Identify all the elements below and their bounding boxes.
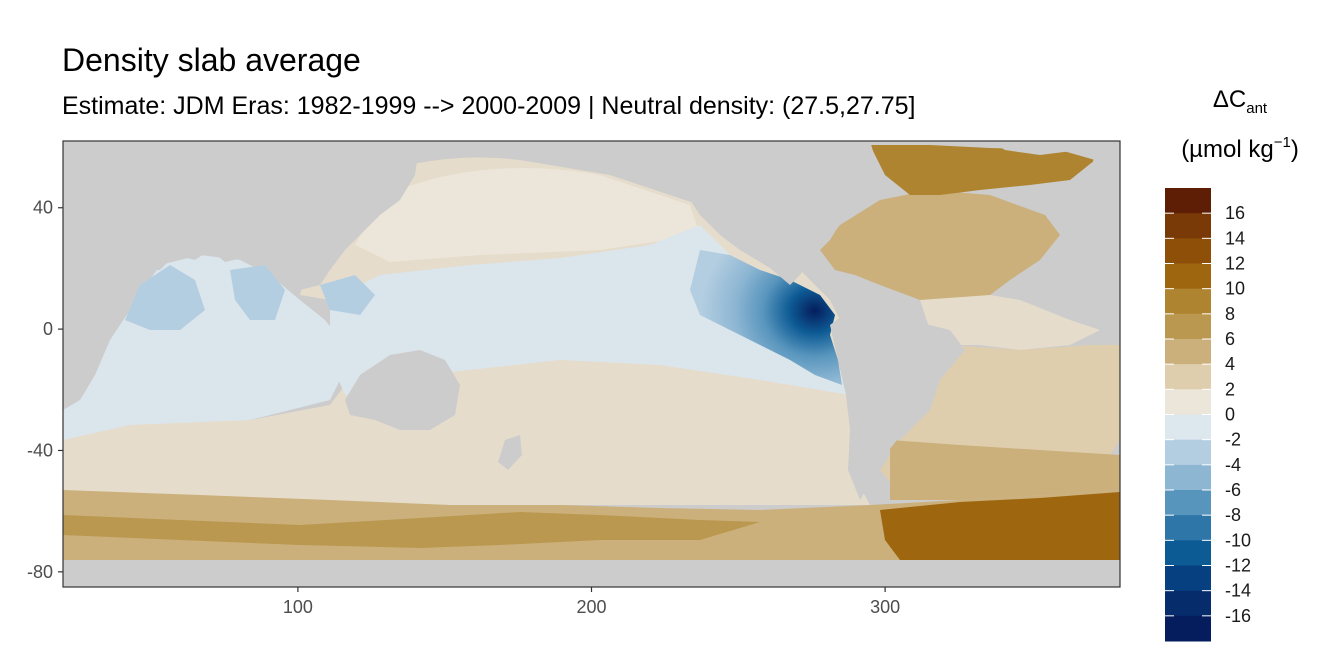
- legend-swatch: [1165, 615, 1211, 642]
- legend-swatch: [1165, 490, 1211, 516]
- legend-swatch: [1165, 464, 1211, 491]
- land-south-america: [830, 305, 965, 500]
- legend-title-variable: ΔCant: [1150, 86, 1330, 117]
- legend-label: -12: [1225, 556, 1251, 576]
- region-bay-of-bengal: [230, 265, 285, 320]
- legend-label: -10: [1225, 530, 1251, 550]
- legend-colorbar: [1165, 188, 1211, 642]
- land-north-america: [620, 141, 880, 285]
- legend-label: -2: [1225, 430, 1241, 450]
- legend-label: -4: [1225, 455, 1241, 475]
- y-tick-label: -40: [27, 440, 53, 460]
- y-tick-label: 40: [33, 198, 53, 218]
- land-asia: [63, 141, 420, 290]
- legend-label: -16: [1225, 606, 1251, 626]
- region-southern-ocean-band: [63, 512, 760, 548]
- y-tick-label: -80: [27, 562, 53, 582]
- legend-label: 4: [1225, 354, 1235, 374]
- legend-swatch: [1165, 213, 1211, 239]
- land-australia: [345, 350, 460, 430]
- x-tick-label: 100: [283, 597, 313, 617]
- legend-label: 12: [1225, 254, 1245, 274]
- region-tropical-atlantic: [920, 295, 1100, 350]
- region-north-atlantic: [820, 190, 1060, 300]
- legend-swatch: [1165, 263, 1211, 290]
- land-greenland: [990, 141, 1090, 155]
- legend-unit-text: (µmol kg: [1181, 136, 1274, 163]
- legend-swatch: [1165, 565, 1211, 592]
- legend-swatch: [1165, 540, 1211, 566]
- legend-unit-close: ): [1290, 136, 1299, 163]
- legend-swatch: [1165, 515, 1211, 541]
- region-labrador-nordic: [870, 145, 1095, 195]
- legend-label: 2: [1225, 379, 1235, 399]
- legend-label: 6: [1225, 329, 1235, 349]
- legend-label: 8: [1225, 304, 1235, 324]
- land-europe: [1040, 141, 1120, 330]
- region-south-atlantic-mid: [890, 440, 1120, 500]
- legend-label: 0: [1225, 405, 1235, 425]
- legend-label: 14: [1225, 228, 1245, 248]
- legend-swatch: [1165, 288, 1211, 315]
- chart-title: Density slab average: [62, 42, 361, 78]
- region-north-pacific-light: [355, 168, 700, 262]
- legend-swatch: [1165, 238, 1211, 264]
- legend-unit-sup: −1: [1273, 134, 1291, 151]
- legend-title-unit: (µmol kg−1): [1150, 134, 1330, 164]
- region-arabian-sea: [125, 265, 205, 330]
- map-layer: [63, 141, 1120, 587]
- region-east-pacific-low: [690, 250, 842, 385]
- legend-swatch: [1165, 439, 1211, 466]
- region-weddell-sea: [880, 492, 1120, 562]
- legend-swatch: [1165, 364, 1211, 390]
- x-tick-label: 300: [870, 597, 900, 617]
- legend-swatch: [1165, 188, 1211, 214]
- legend-label: 16: [1225, 203, 1245, 223]
- legend-swatch: [1165, 414, 1211, 441]
- legend-swatch: [1165, 389, 1211, 415]
- y-tick-label: 0: [43, 319, 53, 339]
- land-new-zealand: [498, 435, 522, 470]
- legend-label: -14: [1225, 581, 1251, 601]
- chart-subtitle: Estimate: JDM Eras: 1982-1999 --> 2000-2…: [62, 92, 916, 120]
- legend-label: 10: [1225, 279, 1245, 299]
- legend-labels: 16 14 12 10 8 6 4 2 0 -2 -4 -6 -8 -10 -12 -14 -16: [1225, 203, 1251, 626]
- legend-title-main: ΔC: [1212, 86, 1247, 113]
- legend-swatch: [1165, 590, 1211, 617]
- land-antarctica: [63, 560, 1120, 587]
- land-africa: [63, 245, 130, 410]
- legend-title-sub: ant: [1246, 100, 1268, 117]
- legend-swatch: [1165, 313, 1211, 340]
- legend-label: -8: [1225, 505, 1241, 525]
- x-tick-label: 200: [576, 597, 606, 617]
- legend-swatch: [1165, 339, 1211, 365]
- legend-label: -6: [1225, 480, 1241, 500]
- region-indonesian-seas: [320, 275, 375, 315]
